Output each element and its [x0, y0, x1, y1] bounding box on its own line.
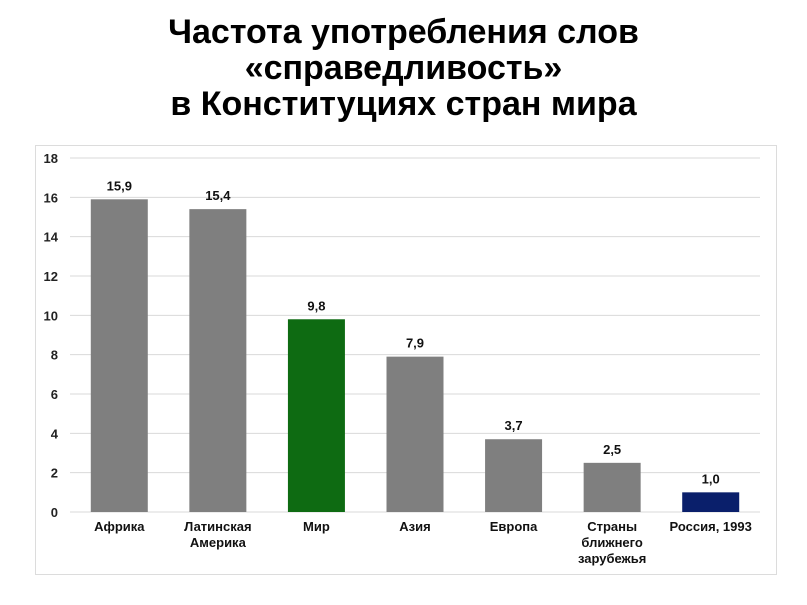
x-tick-label: Африка	[94, 519, 145, 534]
bar	[682, 492, 740, 512]
y-tick-label: 14	[44, 230, 59, 245]
y-tick-label: 2	[51, 466, 58, 481]
data-label: 15,9	[107, 178, 132, 193]
y-tick-label: 12	[44, 269, 58, 284]
data-label: 2,5	[603, 442, 621, 457]
x-tick-label: Россия, 1993	[670, 519, 752, 534]
bar	[189, 209, 247, 512]
y-tick-label: 10	[44, 308, 58, 323]
y-tick-label: 6	[51, 387, 58, 402]
x-tick-label: Азия	[399, 519, 430, 534]
x-tick-label: Страны ближнего зарубежья	[578, 519, 646, 566]
bar	[386, 356, 444, 512]
y-tick-label: 0	[51, 505, 58, 520]
bar	[287, 319, 345, 512]
title-line-1: Частота употребления слов	[168, 13, 639, 51]
title-line-2: «справедливость»	[244, 49, 563, 87]
x-tick-label: Латинская Америка	[184, 519, 251, 550]
data-label: 7,9	[406, 336, 424, 351]
data-label: 9,8	[307, 298, 325, 313]
x-tick-label: Европа	[490, 519, 538, 534]
bar	[90, 199, 148, 513]
bar	[485, 439, 543, 512]
bar	[583, 462, 641, 512]
y-tick-label: 16	[44, 190, 58, 205]
y-tick-label: 18	[44, 151, 58, 166]
y-tick-label: 4	[51, 426, 59, 441]
x-tick-label: Мир	[303, 519, 330, 534]
y-tick-label: 8	[51, 348, 58, 363]
data-label: 1,0	[702, 471, 720, 486]
data-label: 15,4	[205, 188, 231, 203]
title-line-3: в Конституциях стран мира	[170, 85, 637, 123]
chart-title: Частота употребления слов «справедливост…	[0, 14, 807, 122]
data-label: 3,7	[505, 418, 523, 433]
